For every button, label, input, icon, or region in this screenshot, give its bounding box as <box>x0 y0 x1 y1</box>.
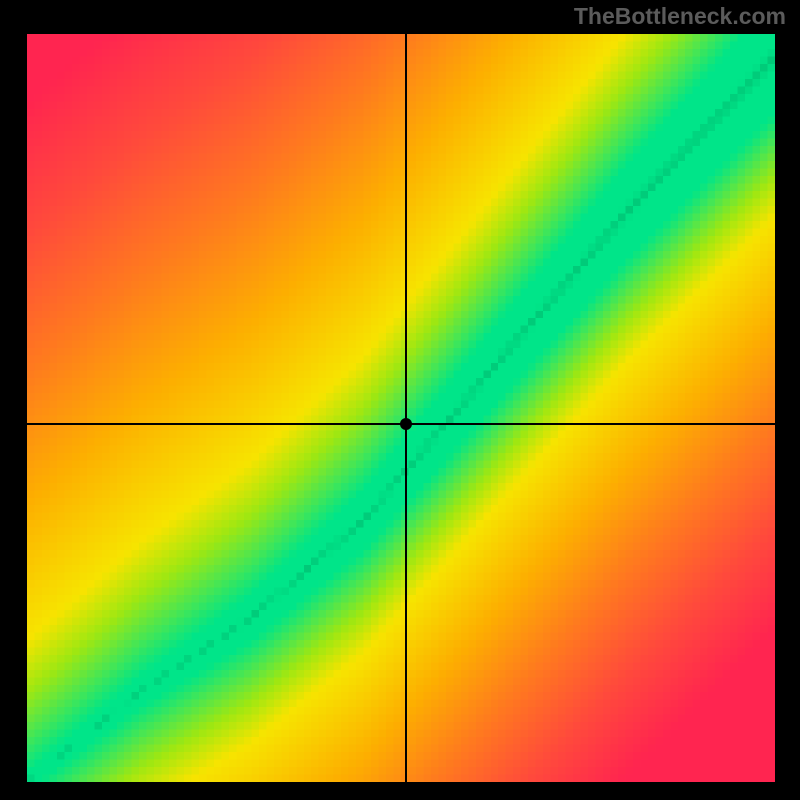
result-marker <box>400 418 412 430</box>
chart-container: { "watermark": { "text": "TheBottleneck.… <box>0 0 800 800</box>
crosshair-vertical <box>405 34 407 782</box>
watermark-text: TheBottleneck.com <box>574 3 786 30</box>
bottleneck-heatmap <box>27 34 775 782</box>
